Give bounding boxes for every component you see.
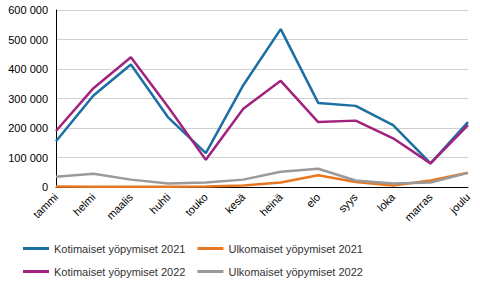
svg-text:400 000: 400 000 — [8, 63, 48, 75]
svg-text:300 000: 300 000 — [8, 93, 48, 105]
svg-text:600 000: 600 000 — [8, 4, 48, 16]
svg-text:maalis: maalis — [104, 190, 135, 221]
svg-text:500 000: 500 000 — [8, 34, 48, 46]
svg-text:loka: loka — [375, 190, 398, 213]
svg-text:syys: syys — [336, 190, 360, 214]
svg-text:100 000: 100 000 — [8, 152, 48, 164]
svg-text:200 000: 200 000 — [8, 122, 48, 134]
svg-text:kesä: kesä — [223, 190, 249, 216]
svg-text:heinä: heinä — [257, 190, 285, 218]
svg-text:huhti: huhti — [147, 191, 172, 216]
svg-text:Ulkomaiset yöpymiset 2021: Ulkomaiset yöpymiset 2021 — [228, 243, 363, 255]
svg-text:Ulkomaiset yöpymiset 2022: Ulkomaiset yöpymiset 2022 — [228, 266, 363, 278]
svg-text:touko: touko — [183, 191, 210, 218]
svg-text:elo: elo — [304, 191, 323, 210]
svg-text:marras: marras — [402, 190, 435, 223]
svg-text:Kotimaiset yöpymiset 2021: Kotimaiset yöpymiset 2021 — [54, 243, 185, 255]
svg-text:joulu: joulu — [447, 191, 473, 217]
svg-text:0: 0 — [42, 181, 48, 193]
svg-text:helmi: helmi — [71, 191, 98, 218]
svg-text:Kotimaiset yöpymiset 2022: Kotimaiset yöpymiset 2022 — [54, 266, 185, 278]
svg-text:tammi: tammi — [31, 191, 61, 221]
